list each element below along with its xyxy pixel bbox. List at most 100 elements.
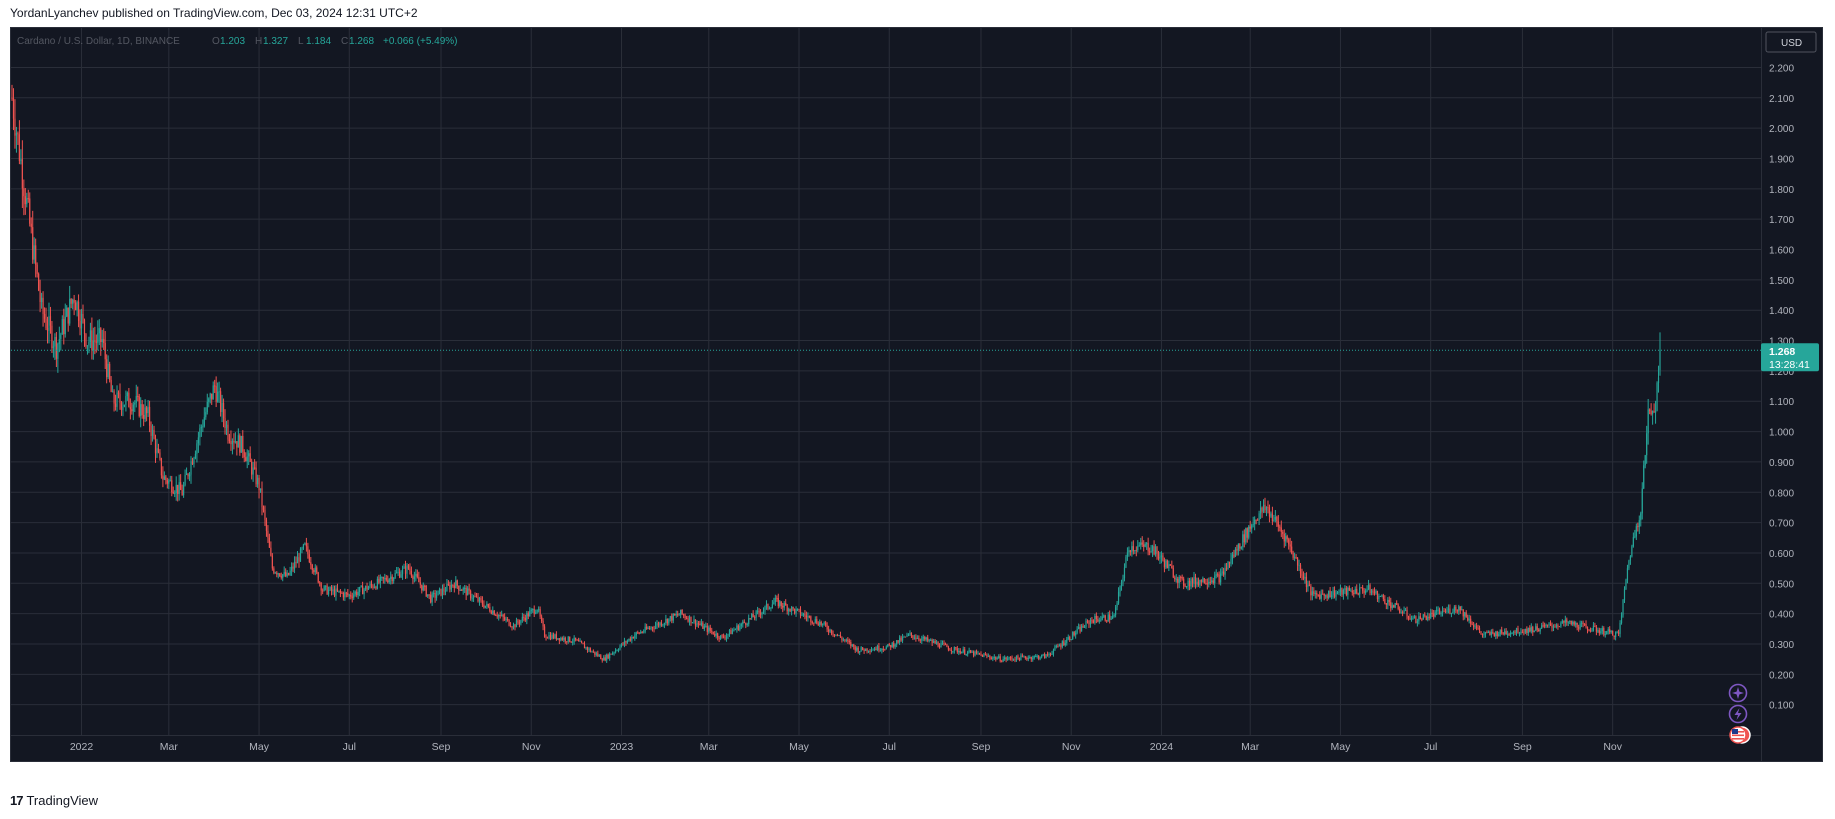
candle	[989, 654, 991, 661]
candle	[576, 639, 578, 641]
candle	[1350, 588, 1352, 592]
time-tick-label: 2022	[70, 741, 94, 753]
candle	[449, 581, 451, 593]
candle-body	[1131, 546, 1133, 553]
candle-body	[995, 656, 997, 660]
candle	[1305, 572, 1308, 593]
candle-body	[586, 647, 589, 650]
candle-body	[1146, 543, 1148, 545]
candle-body	[677, 614, 679, 616]
candle-body	[1578, 627, 1580, 629]
candle	[370, 580, 373, 589]
candle	[256, 474, 259, 488]
candle	[1644, 454, 1646, 469]
candle-body	[1492, 631, 1494, 634]
price-tick-label: 1.700	[1769, 215, 1794, 226]
candlestick-chart[interactable]: Cardano / U.S. Dollar, 1D, BINANCE O 1.2…	[11, 28, 1822, 761]
candle-body	[1653, 410, 1655, 413]
candle	[1141, 536, 1143, 548]
candle-body	[675, 614, 677, 616]
candle	[512, 622, 515, 630]
candle	[856, 646, 858, 652]
candle-body	[123, 404, 126, 407]
candle	[538, 606, 540, 613]
candle-body	[336, 588, 339, 592]
candle-body	[1532, 627, 1534, 633]
candle	[792, 606, 794, 611]
candle	[1262, 499, 1265, 514]
candle-body	[1410, 618, 1413, 620]
candle	[810, 615, 812, 626]
candle-body	[1379, 596, 1382, 598]
candle	[665, 614, 667, 626]
candle-body	[443, 588, 445, 592]
candle	[46, 316, 49, 344]
candle	[1085, 618, 1087, 629]
candle-body	[1615, 632, 1617, 638]
candle-body	[1504, 631, 1506, 635]
candle-body	[872, 649, 874, 651]
candle-body	[314, 567, 316, 573]
candle	[1521, 629, 1524, 634]
candle-body	[1208, 581, 1210, 585]
candle	[514, 623, 516, 631]
candle-body	[801, 615, 803, 617]
candle-body	[367, 587, 370, 590]
candle-body	[98, 328, 100, 334]
lightning-icon[interactable]	[1728, 704, 1748, 724]
candle	[178, 474, 180, 501]
candle	[566, 641, 568, 645]
candle-body	[205, 412, 207, 418]
candle	[156, 438, 158, 458]
candle	[802, 612, 805, 617]
candle-body	[1444, 611, 1447, 613]
candle-body	[1401, 612, 1404, 614]
candle-body	[1123, 567, 1126, 579]
candle	[1397, 603, 1399, 611]
us-flag-icon[interactable]	[1729, 726, 1751, 744]
candle-body	[614, 650, 617, 653]
candle-body	[1069, 637, 1071, 640]
candle	[1043, 652, 1046, 659]
candle-body	[199, 428, 201, 438]
candle	[1221, 566, 1223, 576]
candle-body	[293, 561, 296, 569]
candle-body	[363, 589, 365, 595]
candle	[1561, 619, 1563, 624]
candle	[242, 430, 244, 459]
candle	[530, 608, 532, 614]
candle-body	[672, 613, 674, 621]
candle-body	[1183, 578, 1185, 586]
candle	[1440, 611, 1442, 617]
candle	[1157, 550, 1160, 561]
candle-body	[385, 577, 387, 581]
candle-body	[604, 657, 606, 661]
candle	[1514, 629, 1516, 635]
candle-body	[733, 629, 735, 631]
candle	[183, 481, 185, 498]
sparkle-icon[interactable]	[1728, 683, 1748, 703]
candle	[431, 591, 433, 606]
footer: 17 TradingView	[10, 793, 98, 808]
currency-button[interactable]: USD	[1765, 31, 1817, 53]
candle-body	[501, 614, 503, 616]
candle	[1619, 620, 1621, 638]
candle-body	[548, 635, 550, 638]
candle-body	[748, 618, 750, 625]
candle	[58, 326, 60, 353]
candle	[1291, 540, 1293, 555]
candle	[219, 387, 222, 417]
candle	[376, 576, 379, 590]
candle	[669, 615, 671, 622]
candle-body	[597, 653, 599, 657]
candle	[1431, 609, 1433, 617]
candle-body	[1180, 576, 1182, 578]
candle	[89, 322, 92, 349]
candle-body	[774, 597, 776, 603]
candle-body	[987, 655, 989, 657]
candle	[771, 600, 773, 609]
candle	[835, 634, 837, 637]
candle-body	[131, 409, 133, 412]
chart-frame[interactable]: Cardano / U.S. Dollar, 1D, BINANCE O 1.2…	[10, 27, 1823, 762]
candle	[970, 649, 972, 654]
